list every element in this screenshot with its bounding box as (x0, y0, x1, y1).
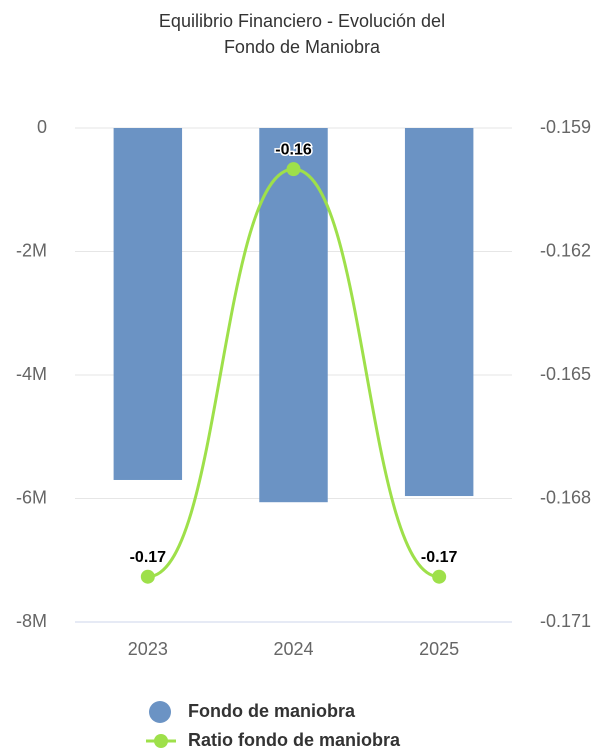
y-tick-label: -8M (16, 611, 47, 631)
line-point (286, 162, 301, 177)
y2-tick-label: -0.162 (540, 240, 591, 260)
y-tick-label: -4M (16, 364, 47, 384)
legend-marker (149, 701, 171, 723)
legend-marker (154, 734, 168, 748)
y2-tick-label: -0.159 (540, 117, 591, 137)
y-tick-label: 0 (37, 117, 47, 137)
y2-tick-label: -0.171 (540, 611, 591, 631)
legend-label: Fondo de maniobra (188, 701, 356, 721)
x-tick-label: 2023 (128, 639, 168, 659)
x-tick-label: 2024 (273, 639, 313, 659)
bar (259, 128, 328, 503)
y-tick-label: -6M (16, 487, 47, 507)
line-point (432, 569, 447, 584)
legend-label: Ratio fondo de maniobra (188, 730, 401, 750)
y2-tick-label: -0.168 (540, 487, 591, 507)
bar (404, 128, 474, 497)
chart-title: Equilibrio Financiero - Evolución del Fo… (158, 11, 446, 57)
y-tick-label: -2M (16, 240, 47, 260)
data-label: -0.17 (130, 549, 167, 566)
x-tick-label: 2025 (419, 639, 459, 659)
data-label: -0.16 (275, 141, 312, 158)
data-label: -0.17 (421, 549, 458, 566)
bar (113, 128, 183, 480)
y2-tick-label: -0.165 (540, 364, 591, 384)
line-point (140, 569, 155, 584)
